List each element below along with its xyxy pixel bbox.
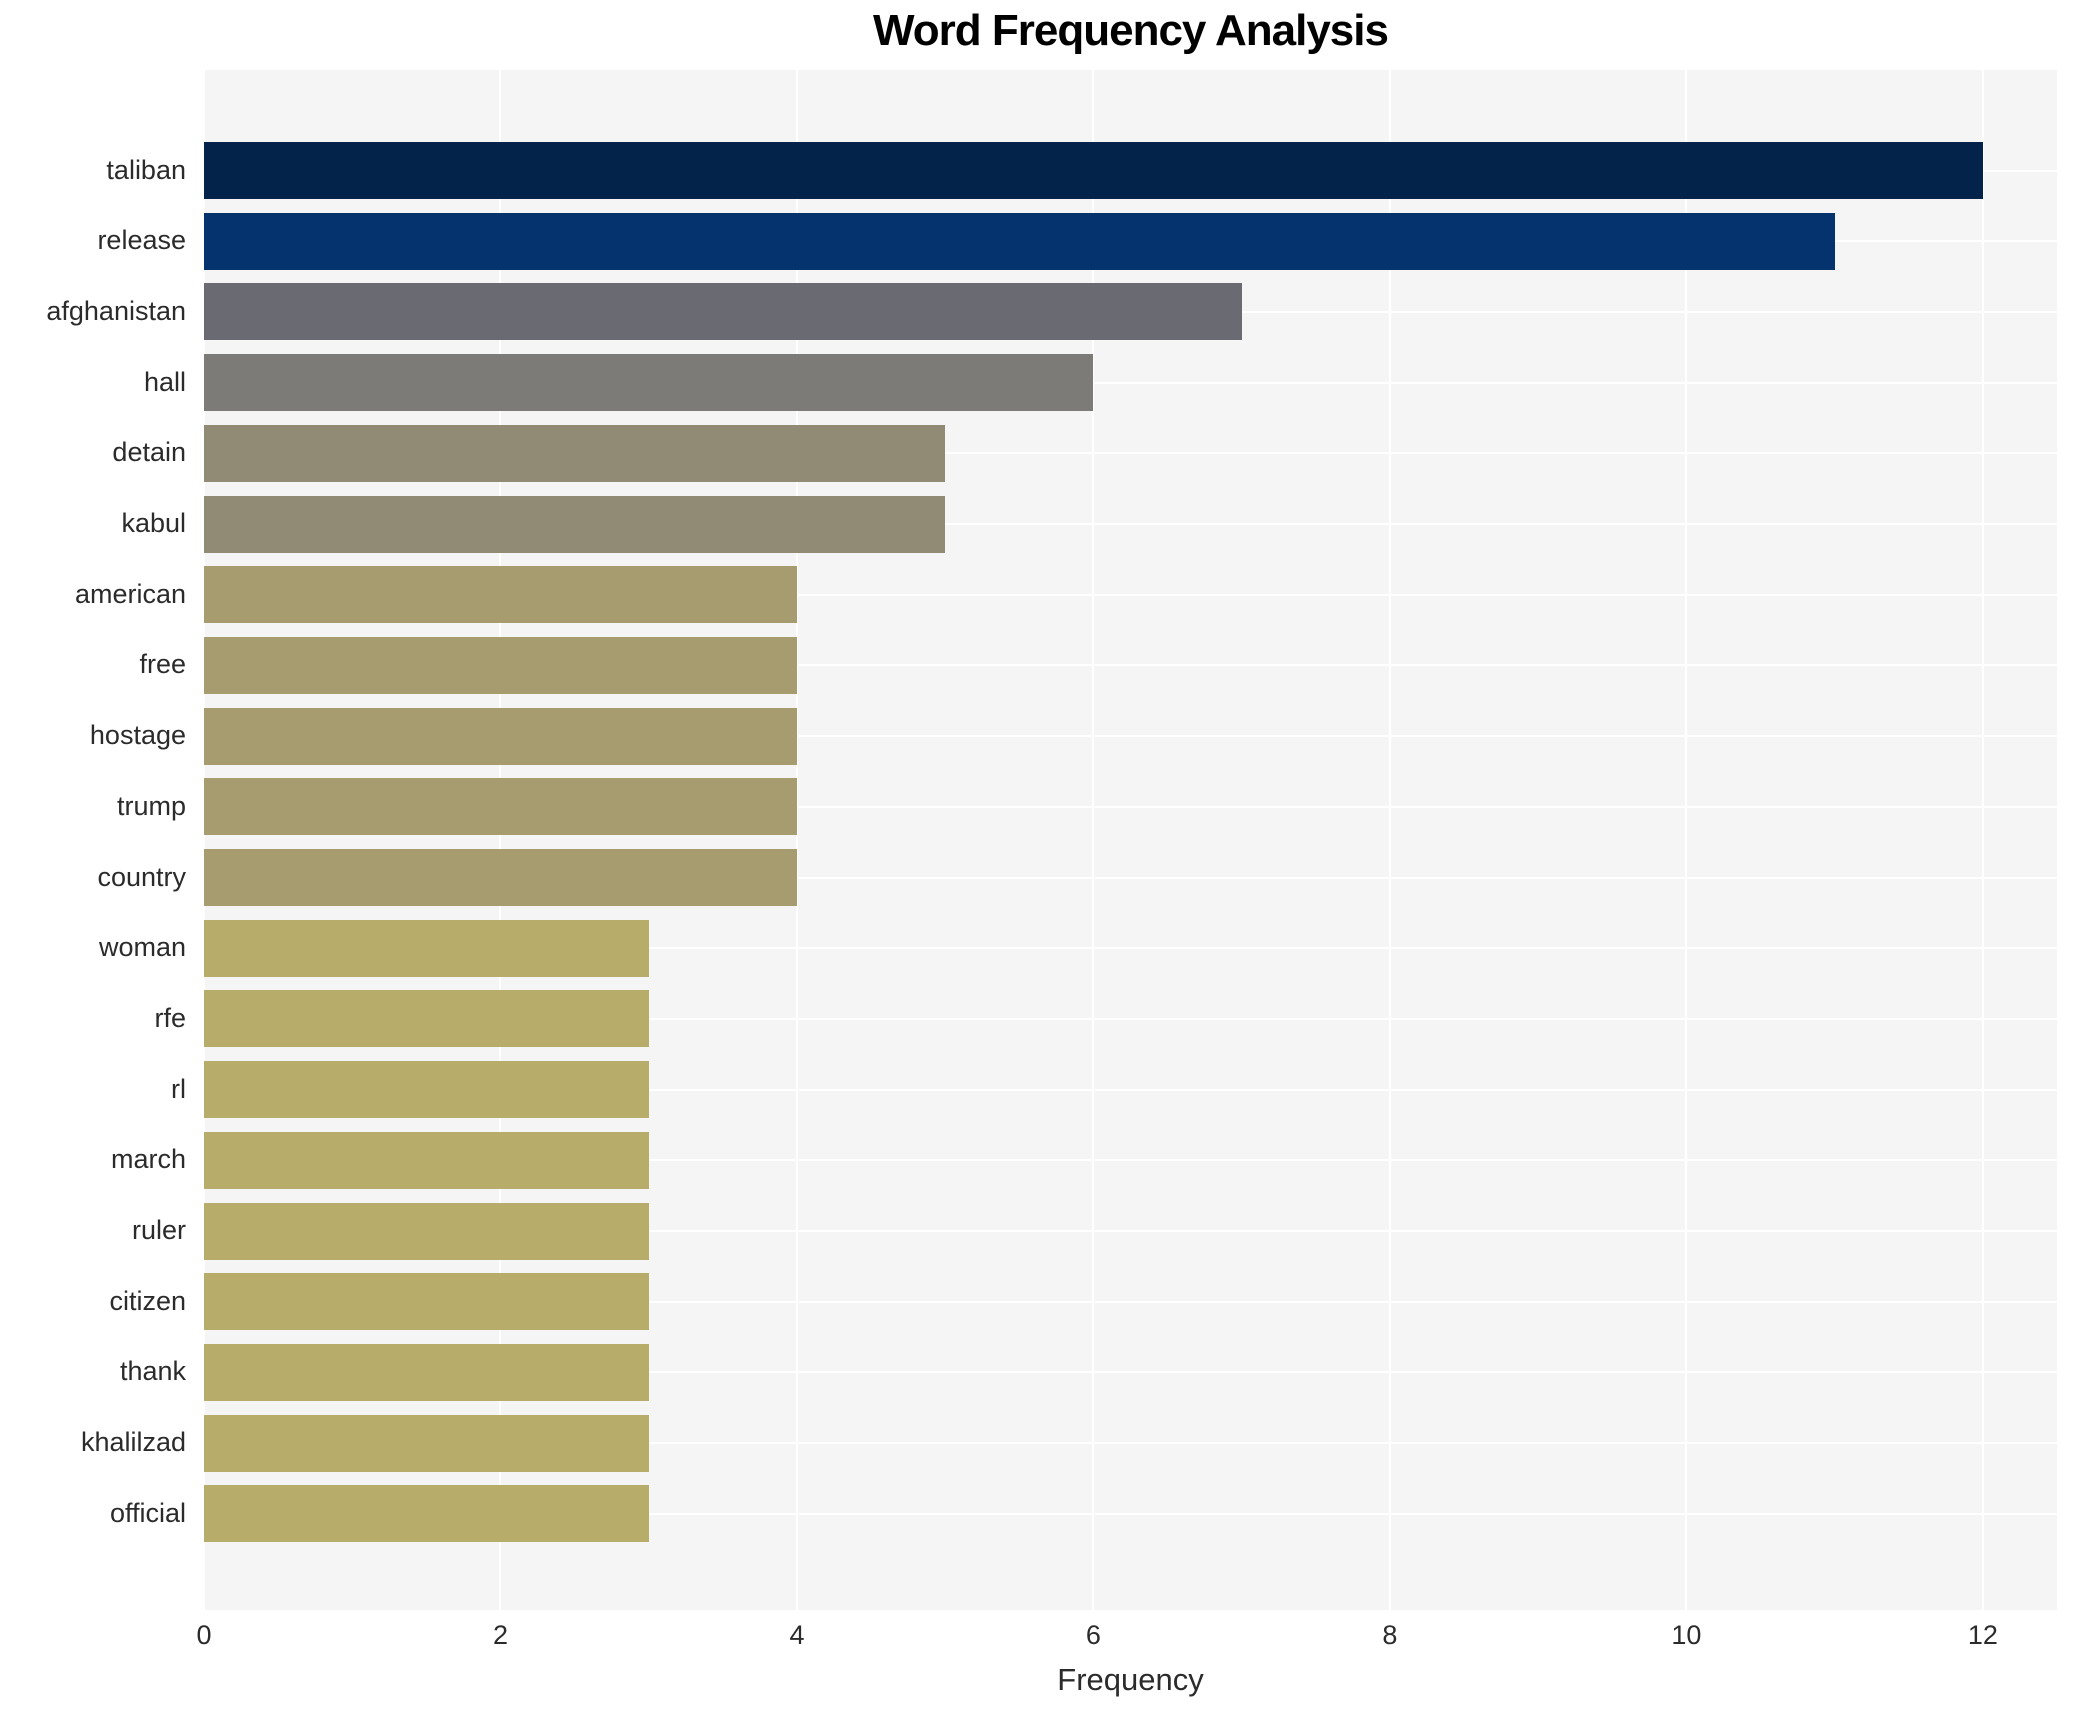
gridline-vertical xyxy=(203,70,205,1610)
bar-rfe xyxy=(204,990,649,1048)
y-tick-label: thank xyxy=(119,1356,186,1387)
gridline-horizontal xyxy=(204,664,2057,667)
gridline-horizontal xyxy=(204,947,2057,950)
x-tick-label: 6 xyxy=(1085,1620,1101,1650)
y-tick-label: trump xyxy=(116,790,186,821)
bar-country xyxy=(204,849,797,906)
gridline-horizontal xyxy=(204,1300,2057,1303)
x-tick-label: 8 xyxy=(1382,1620,1398,1650)
gridline-horizontal xyxy=(204,381,2057,384)
bar-kabul xyxy=(204,495,946,553)
bar-woman xyxy=(204,919,649,977)
gridline-vertical xyxy=(1981,70,1984,1610)
x-tick-label: 12 xyxy=(1967,1620,1998,1650)
bar-release xyxy=(204,212,1835,270)
bar-thank xyxy=(204,1343,649,1401)
bar-hostage xyxy=(204,707,797,765)
y-tick-label: taliban xyxy=(106,154,186,185)
gridline-horizontal xyxy=(204,452,2057,455)
y-tick-label: detain xyxy=(112,437,186,468)
gridline-vertical xyxy=(795,70,798,1610)
gridline-vertical xyxy=(1388,70,1391,1610)
gridline-horizontal xyxy=(204,1230,2057,1232)
gridline-horizontal xyxy=(204,593,2057,596)
x-axis-label: Frequency xyxy=(1057,1662,1204,1697)
gridline-horizontal xyxy=(204,805,2057,808)
bar-american xyxy=(204,566,797,624)
bar-khalilzad xyxy=(204,1414,649,1472)
y-tick-label: citizen xyxy=(109,1285,186,1316)
gridline-horizontal xyxy=(204,1371,2057,1374)
gridline-vertical xyxy=(499,70,502,1610)
y-tick-label: ruler xyxy=(131,1215,186,1245)
gridline-horizontal xyxy=(204,1512,2057,1515)
gridline-horizontal xyxy=(204,1442,2057,1445)
plot-area xyxy=(203,70,2057,1610)
bar-afghanistan xyxy=(204,283,1242,341)
gridline-horizontal xyxy=(204,735,2057,738)
chart-title: Word Frequency Analysis xyxy=(873,6,1389,55)
y-tick-label: hostage xyxy=(89,720,186,751)
x-tick-label: 2 xyxy=(492,1620,508,1650)
bar-official xyxy=(204,1485,649,1543)
y-tick-label: free xyxy=(139,649,186,680)
gridline-vertical xyxy=(1092,70,1095,1610)
gridline-vertical xyxy=(1685,70,1688,1610)
y-tick-label: country xyxy=(97,861,186,892)
bar-citizen xyxy=(204,1273,649,1331)
bar-free xyxy=(204,636,797,694)
x-tick-label: 10 xyxy=(1671,1620,1702,1650)
gridline-horizontal xyxy=(204,523,2057,525)
gridline-horizontal xyxy=(204,1017,2057,1020)
y-tick-label: hall xyxy=(143,366,186,397)
bar-march xyxy=(204,1131,649,1189)
bar-ruler xyxy=(204,1202,649,1260)
y-tick-label: rl xyxy=(171,1073,186,1104)
y-tick-label: afghanistan xyxy=(46,295,186,326)
gridline-horizontal xyxy=(204,1159,2057,1162)
bar-detain xyxy=(204,424,946,482)
gridline-horizontal xyxy=(204,876,2057,879)
y-tick-label: kabul xyxy=(121,508,186,538)
x-tick-label: 4 xyxy=(789,1620,805,1650)
y-tick-label: official xyxy=(109,1497,186,1528)
bar-taliban xyxy=(204,142,1983,199)
bar-rl xyxy=(204,1061,649,1119)
y-tick-label: release xyxy=(97,225,186,256)
gridline-horizontal xyxy=(204,1088,2057,1091)
y-tick-label: khalilzad xyxy=(80,1427,186,1458)
x-tick-label: 0 xyxy=(196,1620,212,1650)
y-tick-label: woman xyxy=(98,932,186,963)
y-tick-label: march xyxy=(110,1144,186,1175)
bar-hall xyxy=(204,354,1094,412)
y-tick-label: rfe xyxy=(154,1002,186,1033)
bar-trump xyxy=(204,778,797,836)
y-tick-label: american xyxy=(74,578,186,609)
